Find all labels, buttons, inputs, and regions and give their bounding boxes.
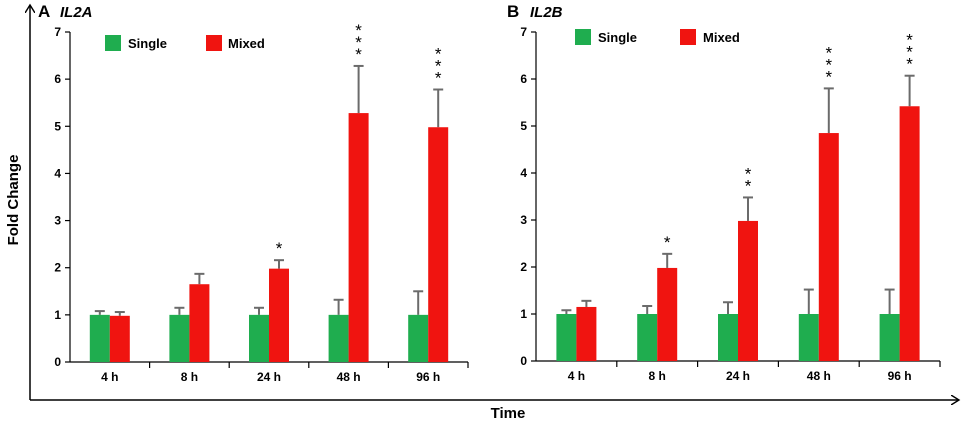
panel-b-legend: Single Mixed <box>575 29 740 45</box>
panel-a-title: IL2A <box>60 4 93 21</box>
panel-a-legend-mixed-swatch <box>206 35 222 51</box>
panel-a-mixed-bar <box>109 315 130 362</box>
panel-b-single-bar <box>637 314 658 361</box>
panel-a-chart: A IL2A Single Mixed 0 1 2 3 4 5 6 7 4 h 8 h 24 h * 4… <box>38 2 469 384</box>
panel-a-legend-single-label: Single <box>128 36 167 51</box>
panel-a-significance-star: * <box>355 45 362 64</box>
panel-b-legend-single-label: Single <box>598 30 637 45</box>
panel-a-y-tick-label: 3 <box>54 214 61 228</box>
panel-b-category-label: 24 h <box>726 369 750 383</box>
panel-a-mixed-bar <box>189 284 210 362</box>
panel-b-category-label: 48 h <box>807 369 831 383</box>
panel-a-legend-single-swatch <box>105 35 121 51</box>
panel-a-legend-mixed-label: Mixed <box>228 36 265 51</box>
panel-b-y-tick-label: 6 <box>520 72 527 86</box>
x-axis-label: Time <box>491 405 526 422</box>
panel-b-mixed-bar <box>818 133 839 361</box>
panel-a-category-label: 8 h <box>181 370 198 384</box>
panel-a-significance-star: * <box>435 57 442 76</box>
panel-a-mixed-bar <box>428 127 449 362</box>
panel-b-significance-star: * <box>664 233 671 252</box>
panel-a-letter: A <box>38 2 50 21</box>
panel-b-chart: B IL2B Single Mixed 0 1 2 3 4 5 6 7 4 h 8 h * 24 h *… <box>507 2 941 383</box>
panel-a-legend: Single Mixed <box>105 35 265 51</box>
panel-a-significance-star: * <box>435 69 442 88</box>
panel-b-significance-star: * <box>745 164 752 183</box>
panel-b-y-tick-label: 2 <box>520 260 527 274</box>
panel-b-significance-star: * <box>825 67 832 86</box>
panel-a-category-label: 96 h <box>416 370 440 384</box>
panel-a-significance-star: * <box>435 45 442 64</box>
panel-a-category-label: 4 h <box>101 370 118 384</box>
panel-a-significance-star: * <box>355 33 362 52</box>
panel-a-single-bar <box>169 314 190 362</box>
panel-a-single-bar <box>408 314 429 362</box>
panel-b-title: IL2B <box>530 4 563 21</box>
panel-b-significance-star: * <box>825 43 832 62</box>
panel-b-single-bar <box>879 314 900 361</box>
y-axis-label: Fold Change <box>5 155 22 246</box>
panel-b-single-bar <box>718 314 738 361</box>
panel-b-y-tick-label: 4 <box>520 166 527 180</box>
panel-a-single-bar <box>249 314 269 362</box>
panel-b-category-label: 4 h <box>568 369 585 383</box>
panel-b-significance-star: * <box>906 55 913 74</box>
panel-b-y-tick-label: 5 <box>520 119 527 133</box>
panel-b-mixed-bar <box>576 306 597 361</box>
panel-b-letter: B <box>507 2 519 21</box>
panel-b-y-tick-label: 1 <box>520 307 527 321</box>
panel-a-y-tick-label: 1 <box>54 308 61 322</box>
panel-a-y-tick-label: 2 <box>54 261 61 275</box>
panel-a-y-tick-label: 0 <box>54 355 61 369</box>
panel-a-category-label: 24 h <box>257 370 281 384</box>
panel-b-single-bar <box>556 314 577 361</box>
panel-a-mixed-bar <box>269 268 289 362</box>
panel-b-mixed-bar <box>657 267 678 361</box>
panel-a-single-bar <box>89 314 110 362</box>
panel-b-legend-single-swatch <box>575 29 591 45</box>
panel-b-mixed-bar <box>899 106 920 361</box>
panel-b-significance-star: * <box>906 31 913 50</box>
panel-a-y-tick-label: 7 <box>54 25 61 39</box>
panel-b-single-bar <box>798 314 819 361</box>
panel-a-single-bar <box>328 314 349 362</box>
panel-a-y-tick-label: 4 <box>54 166 61 180</box>
panel-a-significance-star: * <box>355 21 362 40</box>
panel-a-significance-star: * <box>276 239 283 258</box>
panel-b-y-tick-label: 0 <box>520 354 527 368</box>
panel-b-significance-star: * <box>745 176 752 195</box>
panel-b-significance-star: * <box>906 43 913 62</box>
panel-b-legend-mixed-label: Mixed <box>703 30 740 45</box>
panel-a-mixed-bar <box>348 113 369 362</box>
panel-b-y-tick-label: 7 <box>520 25 527 39</box>
panel-a-y-tick-label: 5 <box>54 119 61 133</box>
panel-b-category-label: 96 h <box>888 369 912 383</box>
panel-b-legend-mixed-swatch <box>680 29 696 45</box>
panel-a-category-label: 48 h <box>337 370 361 384</box>
panel-b-significance-star: * <box>825 55 832 74</box>
panel-b-category-label: 8 h <box>649 369 666 383</box>
panel-b-mixed-bar <box>738 220 758 361</box>
panel-b-y-tick-label: 3 <box>520 213 527 227</box>
panel-a-y-tick-label: 6 <box>54 72 61 86</box>
